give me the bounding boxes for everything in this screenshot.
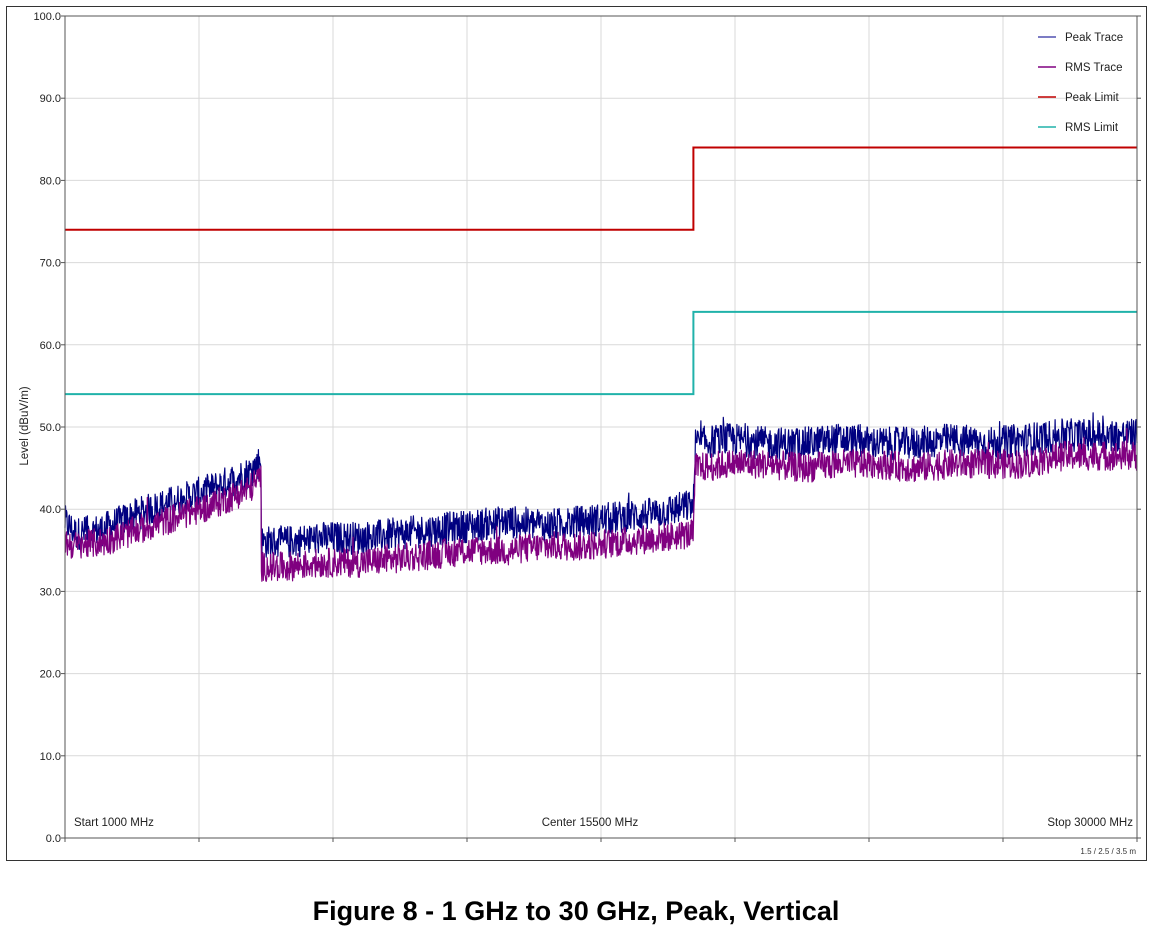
y-axis-title: Level (dBuV/m) (19, 386, 31, 465)
series-line-peak-limit (65, 146, 1137, 231)
legend-label-rms-trace: RMS Trace (1065, 62, 1123, 74)
tick-layer: 0.0 10.0 20.0 30.0 40.0 50.0 60.0 70.0 80.0 90.0 1… (33, 11, 1141, 845)
y-tick-label: 100.0 (33, 11, 61, 23)
legend-label-peak-limit: Peak Limit (1065, 92, 1119, 104)
y-tick-label: 30.0 (40, 586, 61, 598)
y-tick-label: 80.0 (40, 175, 61, 187)
y-tick-label: 50.0 (40, 422, 61, 434)
stop-frequency-label: Stop 30000 MHz (1047, 817, 1133, 829)
y-tick-label: 0.0 (46, 833, 61, 845)
series-layer (64, 146, 1138, 583)
chart-svg: 0.0 10.0 20.0 30.0 40.0 50.0 60.0 70.0 80.0 90.0 1… (19, 11, 1141, 856)
legend: Peak Trace RMS Trace Peak Limit RMS Limi… (1038, 32, 1123, 134)
y-tick-label: 60.0 (40, 340, 61, 352)
y-tick-label: 70.0 (40, 258, 61, 270)
y-tick-label: 20.0 (40, 669, 61, 681)
y-tick-label: 40.0 (40, 504, 61, 516)
series-line-rms-trace (64, 427, 1138, 583)
grid-layer (65, 15, 1137, 839)
legend-label-rms-limit: RMS Limit (1065, 122, 1119, 134)
y-tick-label: 90.0 (40, 93, 61, 105)
y-tick-label: 10.0 (40, 751, 61, 763)
start-frequency-label: Start 1000 MHz (74, 817, 154, 829)
center-frequency-label: Center 15500 MHz (542, 817, 639, 829)
footnote: 1.5 / 2.5 / 3.5 m (1080, 847, 1136, 856)
figure-caption: Figure 8 - 1 GHz to 30 GHz, Peak, Vertic… (312, 896, 840, 926)
series-line-rms-limit (65, 310, 1137, 396)
legend-label-peak-trace: Peak Trace (1065, 32, 1123, 44)
